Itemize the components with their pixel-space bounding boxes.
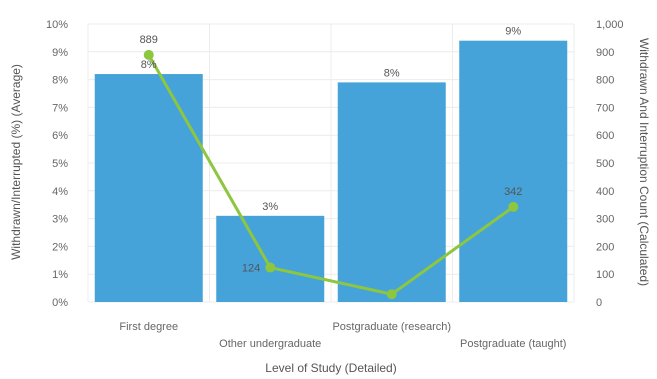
line-point	[386, 289, 397, 300]
bar-data-label: 3%	[262, 201, 278, 213]
y2-tick-label: 800	[596, 75, 614, 87]
y2-tick-label: 900	[596, 47, 614, 59]
line-point	[143, 49, 154, 60]
y-tick-label: 9%	[52, 47, 68, 59]
y2-tick-label: 1,000	[596, 19, 624, 31]
x-tick-label: Other undergraduate	[219, 338, 321, 350]
y2-tick-label: 300	[596, 214, 614, 226]
y-tick-label: 5%	[52, 158, 68, 170]
x-axis: First degree Other undergraduate Postgradu…	[119, 321, 566, 350]
bar-data-label: 8%	[384, 67, 400, 79]
x-tick-label: Postgraduate (taught)	[460, 338, 566, 350]
x-axis-title: Level of Study (Detailed)	[265, 361, 396, 375]
bar	[94, 74, 203, 302]
bar-series	[94, 40, 568, 303]
line-point	[265, 262, 276, 273]
y2-tick-label: 100	[596, 269, 614, 281]
y-tick-label: 0%	[52, 297, 68, 309]
bar-data-label: 8%	[141, 59, 157, 71]
line-data-label: 124	[242, 263, 260, 275]
y-axis-right-title: Withdrawn And Interruption Count (Calcul…	[637, 38, 651, 286]
line-point	[508, 201, 519, 212]
y2-tick-label: 200	[596, 241, 614, 253]
bar	[459, 40, 568, 303]
y-axis-right: 0 100 200 300 400 500 600 700 800 900 1,000	[596, 19, 624, 309]
y-tick-label: 1%	[52, 269, 68, 281]
x-tick-label: First degree	[119, 321, 178, 333]
bar	[216, 215, 325, 302]
bar	[337, 82, 446, 302]
y2-tick-label: 700	[596, 102, 614, 114]
line-data-label: 889	[140, 34, 158, 46]
bar-data-label: 9%	[505, 26, 521, 38]
line-series	[143, 49, 519, 300]
y-axis-left: 0% 1% 2% 3% 4% 5% 6% 7% 8% 9% 10%	[46, 19, 68, 309]
y-tick-label: 3%	[52, 214, 68, 226]
y-tick-label: 10%	[46, 19, 68, 31]
y-tick-label: 4%	[52, 186, 68, 198]
y2-tick-label: 400	[596, 186, 614, 198]
y2-tick-label: 600	[596, 130, 614, 142]
data-labels: 8% 3% 8% 9% 889 124 342	[140, 26, 523, 275]
series-line	[147, 54, 515, 296]
y-tick-label: 6%	[52, 130, 68, 142]
line-data-label: 342	[504, 186, 522, 198]
x-tick-label: Postgraduate (research)	[332, 321, 451, 333]
y2-tick-label: 500	[596, 158, 614, 170]
y-tick-label: 2%	[52, 241, 68, 253]
y-tick-label: 8%	[52, 75, 68, 87]
y2-tick-label: 0	[596, 297, 602, 309]
y-axis-left-title: Withdrawn/Interrupted (%) (Average)	[9, 64, 23, 260]
y-tick-label: 7%	[52, 102, 68, 114]
